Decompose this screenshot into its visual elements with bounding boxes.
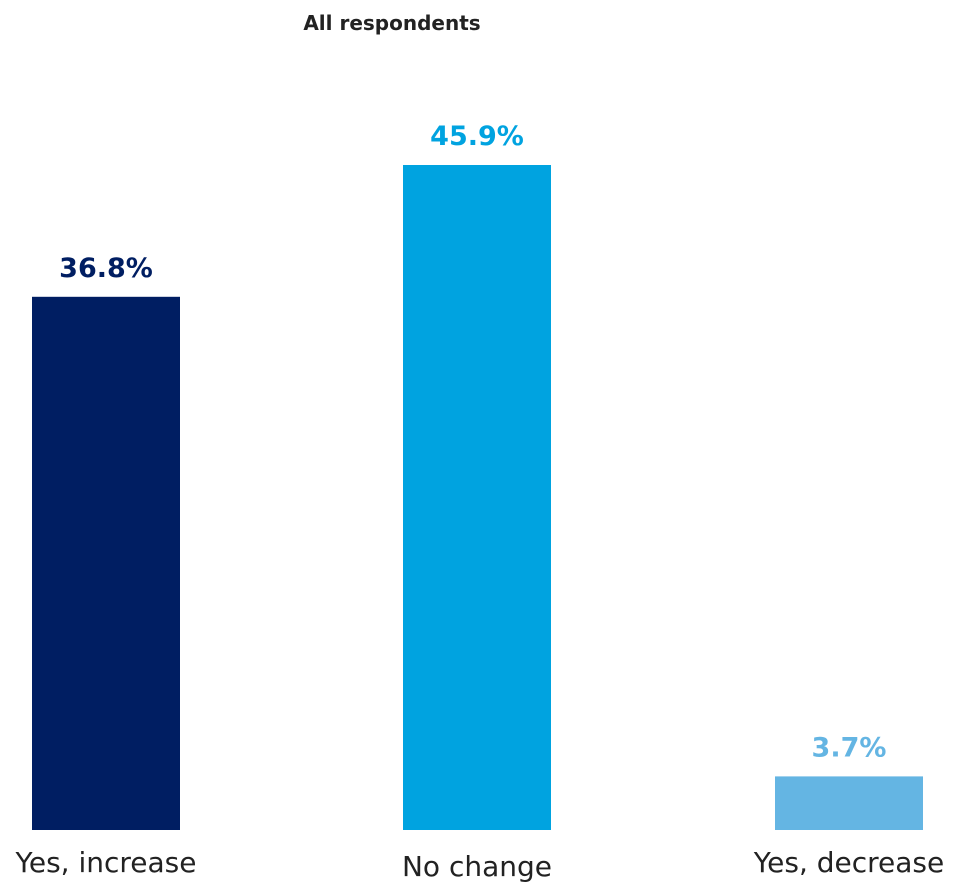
value-label-no-change: 45.9% [430, 121, 524, 152]
bar-yes-increase [32, 296, 180, 830]
value-label-yes-decrease: 3.7% [812, 732, 887, 763]
chart-title: All respondents [303, 11, 480, 35]
category-label-no-change: No change [402, 850, 552, 883]
bar-no-change [403, 165, 551, 830]
category-label-yes-increase: Yes, increase [14, 846, 196, 879]
value-label-yes-increase: 36.8% [59, 253, 153, 284]
category-labels-group: Yes, increase No change Yes, decrease [14, 846, 944, 883]
bars-group [32, 165, 923, 830]
category-label-yes-decrease: Yes, decrease [753, 846, 945, 879]
bar-yes-decrease [775, 776, 923, 830]
value-labels-group: 36.8% 45.9% 3.7% [59, 121, 886, 763]
